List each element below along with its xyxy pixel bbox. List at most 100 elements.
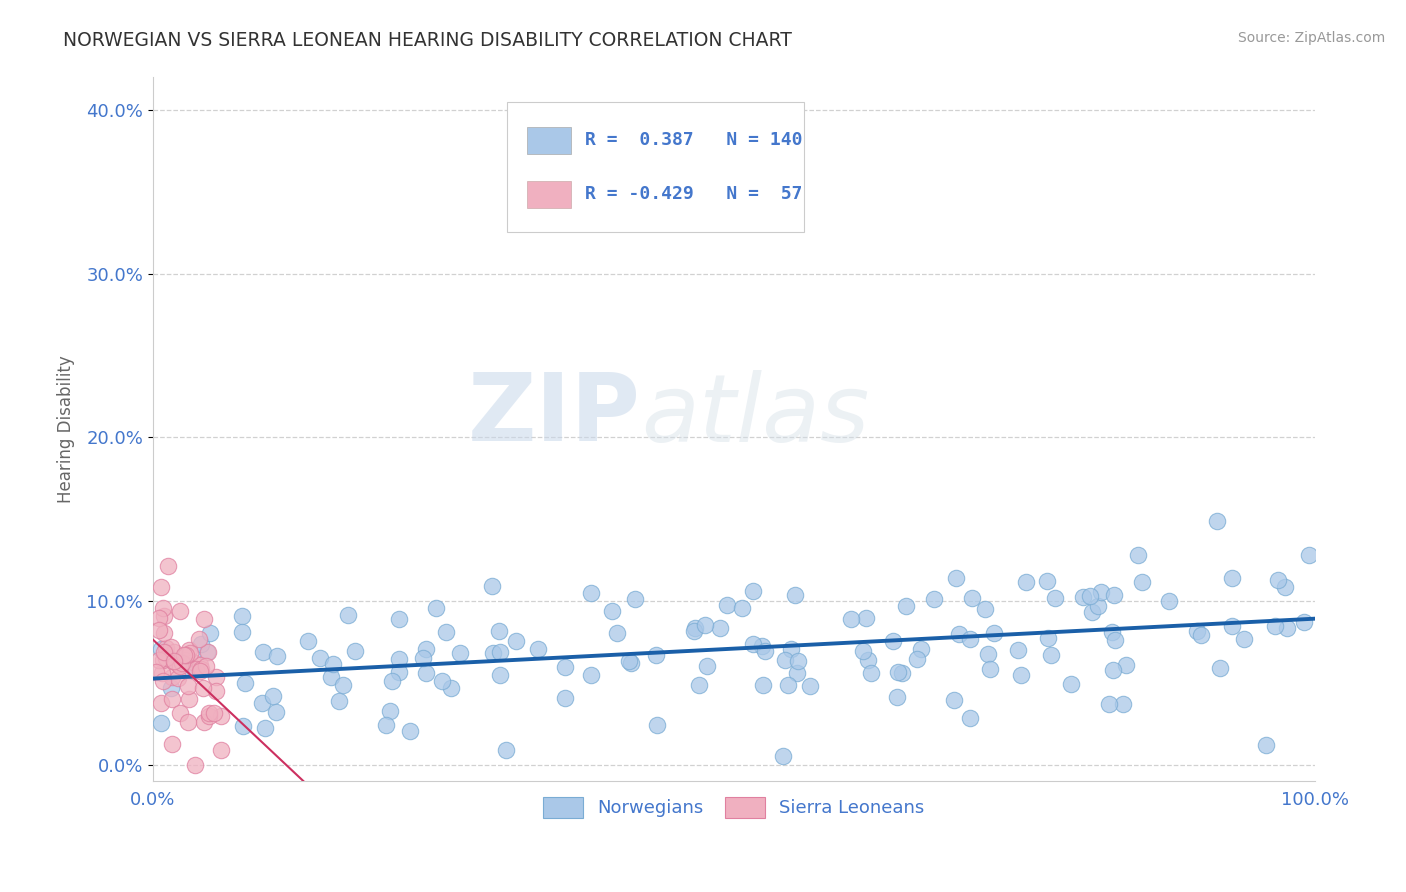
Point [232, 719, 254, 733]
Point [742, 583, 765, 598]
Point [488, 624, 510, 638]
Point [160, 691, 183, 706]
Point [169, 604, 191, 618]
Point [148, 624, 170, 638]
Point [624, 591, 647, 606]
Point [205, 670, 228, 684]
Point [415, 665, 437, 680]
Point [209, 709, 232, 723]
Point [482, 646, 505, 660]
Point [174, 648, 197, 662]
Point [177, 715, 200, 730]
Point [851, 644, 873, 658]
Point [183, 757, 205, 772]
Point [488, 667, 510, 681]
Point [204, 684, 226, 698]
Point [152, 674, 174, 689]
Point [191, 681, 214, 695]
Point [741, 637, 763, 651]
Point [436, 625, 458, 640]
Point [388, 652, 411, 666]
Point [1220, 571, 1243, 585]
Point [149, 642, 172, 657]
Point [731, 600, 754, 615]
Text: atlas: atlas [641, 369, 869, 460]
Point [619, 654, 641, 668]
Point [233, 676, 256, 690]
Point [887, 665, 910, 680]
FancyBboxPatch shape [527, 127, 571, 153]
Point [440, 681, 463, 695]
Point [173, 648, 195, 663]
Point [169, 706, 191, 721]
Point [693, 618, 716, 632]
Point [1277, 621, 1299, 635]
Point [193, 714, 215, 729]
Point [198, 626, 221, 640]
Point [776, 678, 799, 692]
Text: R =  0.387   N = 140: R = 0.387 N = 140 [585, 131, 803, 149]
Point [250, 696, 273, 710]
Point [152, 626, 174, 640]
Point [481, 579, 503, 593]
Point [716, 598, 738, 612]
Point [399, 723, 422, 738]
Point [1159, 594, 1181, 608]
Point [1254, 738, 1277, 752]
Point [415, 642, 437, 657]
Point [152, 653, 174, 667]
Point [1189, 628, 1212, 642]
Text: Source: ZipAtlas.com: Source: ZipAtlas.com [1237, 31, 1385, 45]
Point [163, 654, 186, 668]
Point [783, 588, 806, 602]
Point [780, 641, 803, 656]
Point [775, 653, 797, 667]
Point [254, 721, 277, 735]
Point [891, 666, 914, 681]
Point [388, 665, 411, 679]
Point [1205, 514, 1227, 528]
Point [194, 659, 217, 673]
Point [688, 678, 710, 692]
Text: ZIP: ZIP [468, 369, 641, 461]
Point [150, 581, 173, 595]
Point [709, 621, 731, 635]
Point [1274, 581, 1296, 595]
Point [148, 611, 170, 625]
Point [495, 743, 517, 757]
Point [145, 665, 167, 679]
Point [179, 663, 201, 677]
Point [1010, 667, 1032, 681]
Point [179, 646, 201, 660]
Point [948, 626, 970, 640]
Point [160, 669, 183, 683]
Point [886, 690, 908, 705]
Point [894, 599, 917, 614]
Point [184, 662, 207, 676]
Point [425, 601, 447, 615]
Point [554, 660, 576, 674]
Point [155, 651, 177, 665]
Point [193, 611, 215, 625]
Point [943, 693, 966, 707]
Point [786, 665, 808, 680]
Point [754, 643, 776, 657]
Point [1039, 648, 1062, 663]
Point [297, 633, 319, 648]
Point [1060, 677, 1083, 691]
Point [378, 704, 401, 718]
Point [148, 653, 170, 667]
Point [322, 657, 344, 671]
Point [696, 658, 718, 673]
Point [959, 632, 981, 647]
Point [505, 634, 527, 648]
Point [166, 671, 188, 685]
Point [188, 664, 211, 678]
Point [1081, 605, 1104, 619]
Point [190, 662, 212, 676]
Point [977, 647, 1000, 661]
Point [1130, 575, 1153, 590]
Point [799, 679, 821, 693]
Point [162, 654, 184, 668]
Point [319, 671, 342, 685]
